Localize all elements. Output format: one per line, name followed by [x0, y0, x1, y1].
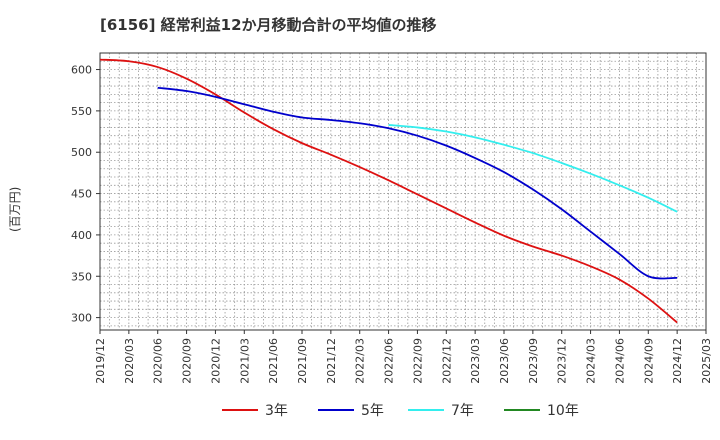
y-tick-label: 500 — [71, 146, 92, 159]
plot-frame — [99, 52, 707, 331]
y-tick-label: 350 — [71, 270, 92, 283]
x-tick-label: 2023/12 — [556, 338, 569, 384]
x-tick-label: 2024/06 — [613, 338, 626, 384]
x-tick-label: 2021/12 — [325, 338, 338, 384]
x-tick-label: 2021/03 — [238, 338, 251, 384]
y-tick-label: 300 — [71, 312, 92, 325]
legend-label-1: 3年 — [265, 403, 288, 419]
series-line-1 — [99, 58, 678, 324]
x-tick-label: 2021/06 — [267, 338, 280, 384]
x-tick-label: 2022/06 — [383, 338, 396, 384]
x-tick-label: 2022/12 — [440, 338, 453, 384]
x-tick-label: 2022/09 — [411, 338, 424, 384]
x-tick-label: 2023/09 — [527, 338, 540, 384]
legend-label-3: 7年 — [451, 403, 474, 419]
chart-title: [6156] 経常利益12か月移動合計の平均値の推移 — [100, 16, 437, 34]
x-tick-label: 2023/03 — [469, 338, 482, 384]
x-tick-label: 2019/12 — [94, 338, 107, 384]
x-tick-label: 2020/12 — [209, 338, 222, 384]
y-tick-label: 400 — [71, 229, 92, 242]
y-tick-label: 550 — [71, 105, 92, 118]
legend-label-2: 5年 — [361, 403, 384, 419]
x-tick-label: 2020/06 — [152, 338, 165, 384]
x-tick-label: 2021/09 — [296, 338, 309, 384]
y-tick-label: 600 — [71, 64, 92, 77]
x-tick-label: 2020/03 — [123, 338, 136, 384]
x-tick-label: 2024/12 — [671, 338, 684, 384]
x-tick-label: 2025/03 — [700, 338, 713, 384]
series-line-3 — [388, 124, 678, 213]
x-tick-label: 2024/09 — [642, 338, 655, 384]
legend-label-4: 10年 — [547, 403, 579, 419]
plot-area — [100, 53, 706, 330]
y-tick-label: 450 — [71, 188, 92, 201]
x-tick-label: 2023/06 — [498, 338, 511, 384]
x-tick-label: 2022/03 — [354, 338, 367, 384]
series-line-2 — [157, 86, 678, 280]
x-tick-label: 2020/09 — [181, 338, 194, 384]
x-tick-label: 2024/03 — [585, 338, 598, 384]
